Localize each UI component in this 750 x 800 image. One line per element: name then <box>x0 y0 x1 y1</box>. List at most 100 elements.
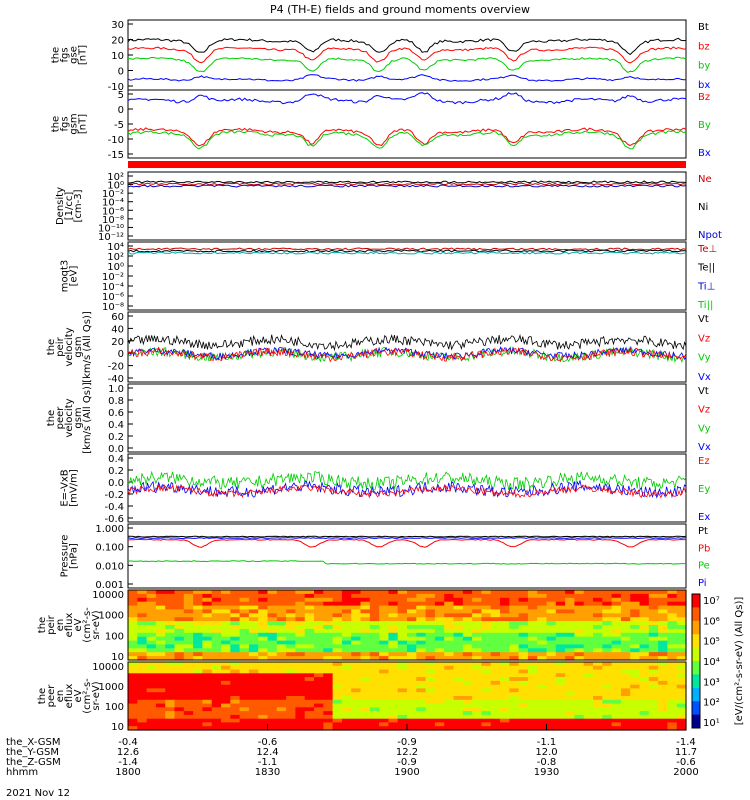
heatmap-cell <box>341 684 352 690</box>
y-axis-label: Density <box>55 187 66 225</box>
heatmap-cell <box>648 656 659 661</box>
heatmap-cell <box>174 597 185 603</box>
heatmap-cell <box>351 656 362 661</box>
heatmap-cell <box>434 632 445 638</box>
heatmap-cell <box>183 696 194 701</box>
heatmap-cell <box>221 605 231 611</box>
heatmap-cell <box>276 644 287 649</box>
heatmap-cell <box>351 680 362 686</box>
heatmap-cell <box>472 699 482 705</box>
heatmap-cell <box>230 718 241 724</box>
heatmap-cell <box>639 593 650 599</box>
heatmap-cell <box>360 711 371 716</box>
heatmap-cell <box>462 726 473 731</box>
heatmap-cell <box>500 640 510 646</box>
heatmap-cell <box>341 699 352 705</box>
heatmap-cell <box>369 656 380 661</box>
heatmap-cell <box>286 677 296 682</box>
heatmap-cell <box>211 688 222 693</box>
heatmap-cell <box>574 652 585 657</box>
heatmap-cell <box>165 656 176 661</box>
heatmap-cell <box>267 669 278 674</box>
heatmap-cell <box>602 684 613 690</box>
colorbar-segment <box>692 634 700 649</box>
heatmap-cell <box>546 593 557 599</box>
heatmap-cell <box>276 648 287 653</box>
heatmap-cell <box>379 696 389 701</box>
panels: thefgsgse[nT]3020100-10Btbzbybxthefgsgsm… <box>37 19 745 733</box>
heatmap-cell <box>239 726 250 731</box>
heatmap-cell <box>211 665 222 671</box>
heatmap-cell <box>593 617 603 622</box>
heatmap-cell <box>574 699 585 705</box>
heatmap-cell <box>379 609 389 614</box>
heatmap-cell <box>146 601 157 607</box>
heatmap-cell <box>193 707 203 712</box>
y-axis-label: (cm²-s- <box>82 607 93 643</box>
heatmap-cell <box>332 590 343 595</box>
heatmap-cell <box>379 669 389 674</box>
heatmap-cell <box>314 692 324 697</box>
heatmap-cell <box>202 718 213 724</box>
heatmap-cell <box>490 722 501 727</box>
heatmap-cell <box>295 669 306 674</box>
heatmap-cell <box>267 665 278 671</box>
heatmap-cell <box>314 696 324 701</box>
heatmap-cell <box>304 652 315 657</box>
heatmap-cell <box>397 632 408 638</box>
heatmap-cell <box>341 718 352 724</box>
heatmap-cell <box>388 662 399 667</box>
heatmap-cell <box>611 640 622 646</box>
heatmap-cell <box>527 613 538 618</box>
heatmap-cell <box>314 711 324 716</box>
heatmap-cell <box>295 636 306 642</box>
heatmap-cell <box>360 680 371 686</box>
heatmap-cell <box>518 707 529 712</box>
heatmap-cell <box>211 714 222 720</box>
heatmap-cell <box>155 609 166 614</box>
colorbar-segment <box>692 647 700 662</box>
heatmap-cell <box>369 593 380 599</box>
heatmap-cell <box>239 621 250 626</box>
heatmap-cell <box>165 722 176 727</box>
heatmap-cell <box>509 718 520 724</box>
heatmap-cell <box>230 677 241 682</box>
heatmap-cell <box>565 636 575 642</box>
heatmap-cell <box>648 718 659 724</box>
heatmap-cell <box>630 640 641 646</box>
heatmap-cell <box>583 692 594 697</box>
heatmap-cell <box>128 648 138 653</box>
heatmap-cell <box>574 636 585 642</box>
heatmap-cell <box>276 722 287 727</box>
heatmap-cell <box>128 613 138 618</box>
heatmap-cell <box>137 593 148 599</box>
heatmap-cell <box>304 590 315 595</box>
heatmap-cell <box>500 605 510 611</box>
heatmap-cell <box>602 718 613 724</box>
heatmap-cell <box>462 669 473 674</box>
heatmap-cell <box>425 692 436 697</box>
heatmap-cell <box>286 625 296 630</box>
heatmap-cell <box>341 680 352 686</box>
heatmap-cell <box>211 711 222 716</box>
heatmap-cell <box>472 613 482 618</box>
heatmap-cell <box>295 711 306 716</box>
heatmap-cell <box>174 605 185 611</box>
heatmap-cell <box>314 597 324 603</box>
heatmap-cell <box>314 677 324 682</box>
heatmap-cell <box>332 613 343 618</box>
heatmap-cell <box>416 640 427 646</box>
heatmap-cell <box>276 593 287 599</box>
heatmap-cell <box>658 628 668 634</box>
heatmap-cell <box>490 703 501 708</box>
heatmap-cell <box>602 609 613 614</box>
heatmap-cell <box>425 601 436 607</box>
heatmap-cell <box>509 632 520 638</box>
heatmap-cell <box>332 601 343 607</box>
heatmap-cell <box>239 688 250 693</box>
heatmap-cell <box>239 673 250 678</box>
heatmap-cell <box>137 722 148 727</box>
heatmap-cell <box>341 707 352 712</box>
heatmap-cell <box>620 656 631 661</box>
